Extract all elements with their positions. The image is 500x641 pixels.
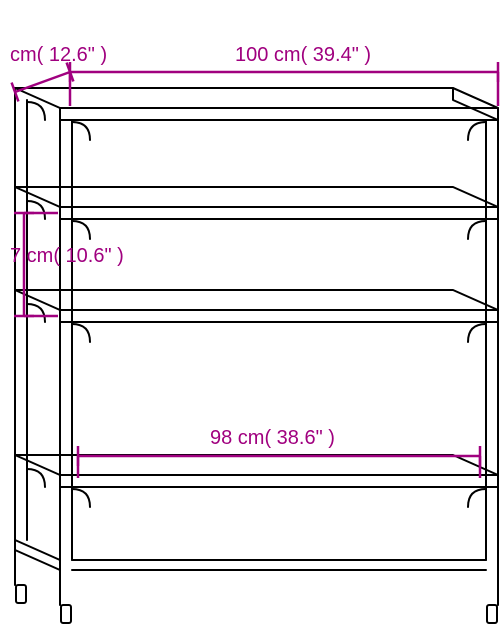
label-depth: cm( 12.6" ) <box>10 44 107 66</box>
label-inner: 98 cm( 38.6" ) <box>210 427 335 449</box>
label-width: 100 cm( 39.4" ) <box>235 44 371 66</box>
dimension-diagram: cm( 12.6" ) 100 cm( 39.4" ) 7 cm( 10.6" ) 9… <box>0 0 500 641</box>
shelf-unit <box>15 88 498 623</box>
label-gap: 7 cm( 10.6" ) <box>10 245 124 267</box>
dimension-labels: cm( 12.6" ) 100 cm( 39.4" ) 7 cm( 10.6" ) 9… <box>10 44 371 449</box>
